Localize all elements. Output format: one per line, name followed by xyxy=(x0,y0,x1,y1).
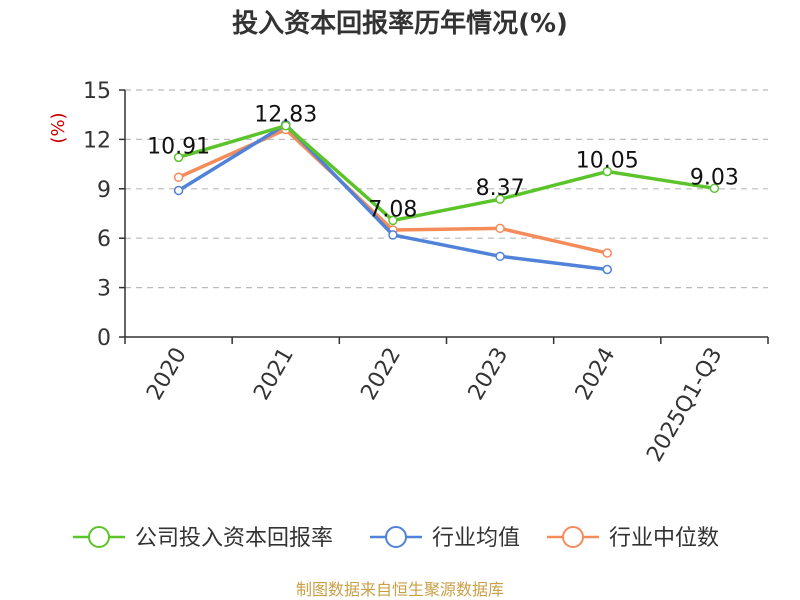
y-axis-unit: (%) xyxy=(48,112,69,143)
x-tick-label: 2025Q1-Q3 xyxy=(642,344,727,467)
data-point xyxy=(173,185,184,196)
axes xyxy=(119,89,769,344)
source-note: 制图数据来自恒生聚源数据库 xyxy=(296,580,504,599)
legend-swatch-marker xyxy=(562,526,584,548)
chart-title: 投入资本回报率历年情况(%) xyxy=(232,8,568,39)
data-point xyxy=(388,230,398,240)
x-tick-label: 2024 xyxy=(571,344,621,405)
data-label: 7.08 xyxy=(368,197,417,222)
data-point xyxy=(173,172,184,183)
x-tick-label: 2020 xyxy=(142,344,192,405)
x-tick-label: 2023 xyxy=(464,344,514,405)
y-tick-label: 3 xyxy=(97,277,111,302)
series-line xyxy=(178,123,715,223)
data-point xyxy=(173,152,184,163)
data-label: 10.05 xyxy=(576,149,639,174)
data-point xyxy=(602,264,612,275)
data-point xyxy=(495,251,505,262)
y-tick-labels: 0 3 6 9 12 15 xyxy=(83,79,111,351)
legend-label: 行业均值 xyxy=(432,526,520,551)
data-point xyxy=(495,194,505,204)
legend-swatch-marker xyxy=(88,526,110,548)
data-labels: 10.91 12.83 7.08 8.37 10.05 9.03 xyxy=(147,103,739,223)
y-tick-label: 9 xyxy=(97,178,111,203)
data-label: 9.03 xyxy=(690,165,739,190)
x-tick-labels: 2020 2021 2022 2023 2024 2025Q1-Q3 xyxy=(142,344,727,467)
legend-label: 公司投入资本回报率 xyxy=(135,526,333,551)
data-point xyxy=(602,248,612,258)
data-point xyxy=(709,183,720,194)
legend: 公司投入资本回报率 行业均值 行业中位数 xyxy=(73,526,719,551)
x-tick-label: 2021 xyxy=(249,344,299,405)
data-point xyxy=(281,120,291,131)
data-label: 12.83 xyxy=(254,103,317,128)
y-tick-label: 0 xyxy=(97,326,111,351)
data-point xyxy=(388,215,398,226)
legend-label: 行业中位数 xyxy=(609,526,719,551)
series-group xyxy=(173,119,720,275)
data-point xyxy=(495,223,505,234)
y-tick-label: 6 xyxy=(97,227,111,252)
legend-swatch-marker xyxy=(385,526,407,548)
data-point xyxy=(602,166,612,177)
y-tick-label: 12 xyxy=(83,128,111,153)
y-tick-label: 15 xyxy=(83,79,111,104)
data-label: 8.37 xyxy=(476,176,525,201)
data-label: 10.91 xyxy=(147,134,210,159)
grid-lines xyxy=(125,89,768,289)
x-tick-label: 2022 xyxy=(356,344,406,405)
